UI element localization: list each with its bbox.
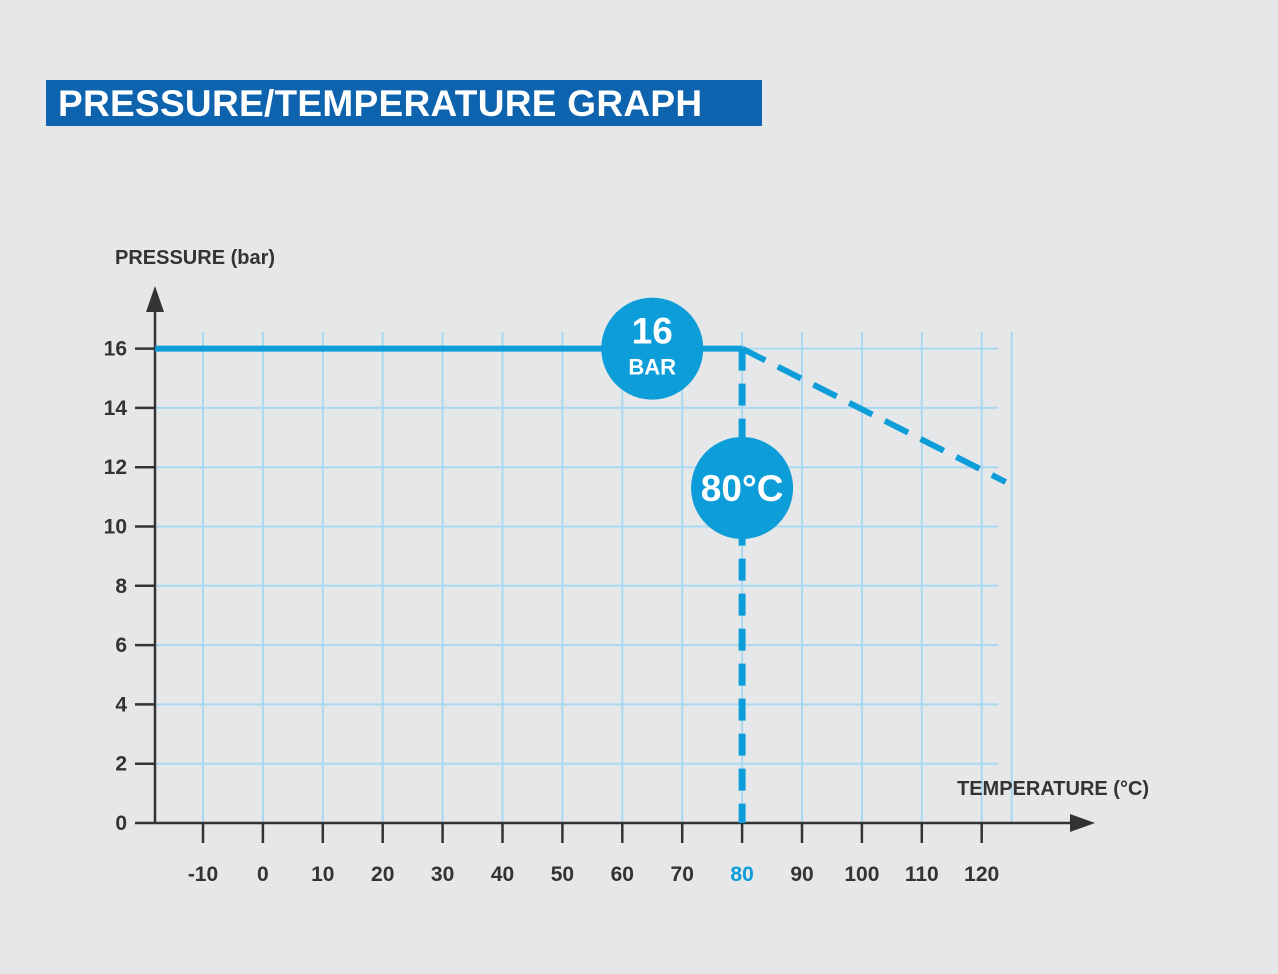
x-tick-label: 110 bbox=[905, 863, 939, 886]
x-axis-arrow bbox=[1070, 814, 1095, 832]
x-axis-label: TEMPERATURE (°C) bbox=[957, 778, 1149, 800]
y-tick-label: 0 bbox=[115, 812, 127, 835]
annotation-circle bbox=[691, 436, 794, 539]
annotation-badge: 16 BAR bbox=[601, 297, 704, 400]
y-axis-label: PRESSURE (bar) bbox=[115, 247, 275, 269]
chart-grid bbox=[155, 332, 1013, 823]
y-tick-label: 14 bbox=[104, 397, 128, 420]
x-tick-label: 120 bbox=[964, 863, 999, 886]
x-tick-label: 70 bbox=[671, 863, 694, 886]
title-banner: PRESSURE/TEMPERATURE GRAPH bbox=[46, 80, 762, 126]
y-tick-label: 12 bbox=[104, 456, 127, 479]
y-tick-label: 6 bbox=[115, 634, 127, 657]
chart-axes bbox=[146, 286, 1095, 832]
chart-annotations: 16 BAR 80°C bbox=[601, 297, 794, 539]
annotation-value: 80°C bbox=[701, 468, 784, 509]
y-tick-label: 10 bbox=[104, 516, 127, 539]
y-tick-label: 8 bbox=[115, 575, 127, 598]
y-tick-label: 16 bbox=[104, 338, 127, 361]
annotation-badge: 80°C bbox=[691, 436, 794, 539]
series-line-dashed bbox=[740, 345, 1008, 485]
y-tick-label: 2 bbox=[115, 753, 127, 776]
x-tick-label: -10 bbox=[188, 863, 218, 886]
x-tick-label: 10 bbox=[311, 863, 334, 886]
x-tick-label: 30 bbox=[431, 863, 454, 886]
x-tick-label: 90 bbox=[790, 863, 813, 886]
x-tick-label: 60 bbox=[611, 863, 634, 886]
axis-ticks: -10 0 10 20 30 40 50 60 70 80 90 100 110 120 0 2 4 6 8 10 12… bbox=[104, 338, 1000, 886]
y-tick-label: 4 bbox=[115, 693, 127, 716]
y-axis-arrow bbox=[146, 286, 164, 312]
x-tick-label: 100 bbox=[844, 863, 879, 886]
x-tick-label: 40 bbox=[491, 863, 514, 886]
x-tick-label: 50 bbox=[551, 863, 574, 886]
x-tick-label: 80 bbox=[730, 863, 753, 886]
annotation-circle bbox=[601, 297, 704, 400]
x-tick-label: 20 bbox=[371, 863, 394, 886]
x-tick-label: 0 bbox=[257, 863, 269, 886]
page-title: PRESSURE/TEMPERATURE GRAPH bbox=[58, 83, 703, 124]
annotation-unit: BAR bbox=[628, 355, 676, 380]
annotation-value: 16 bbox=[632, 311, 673, 352]
